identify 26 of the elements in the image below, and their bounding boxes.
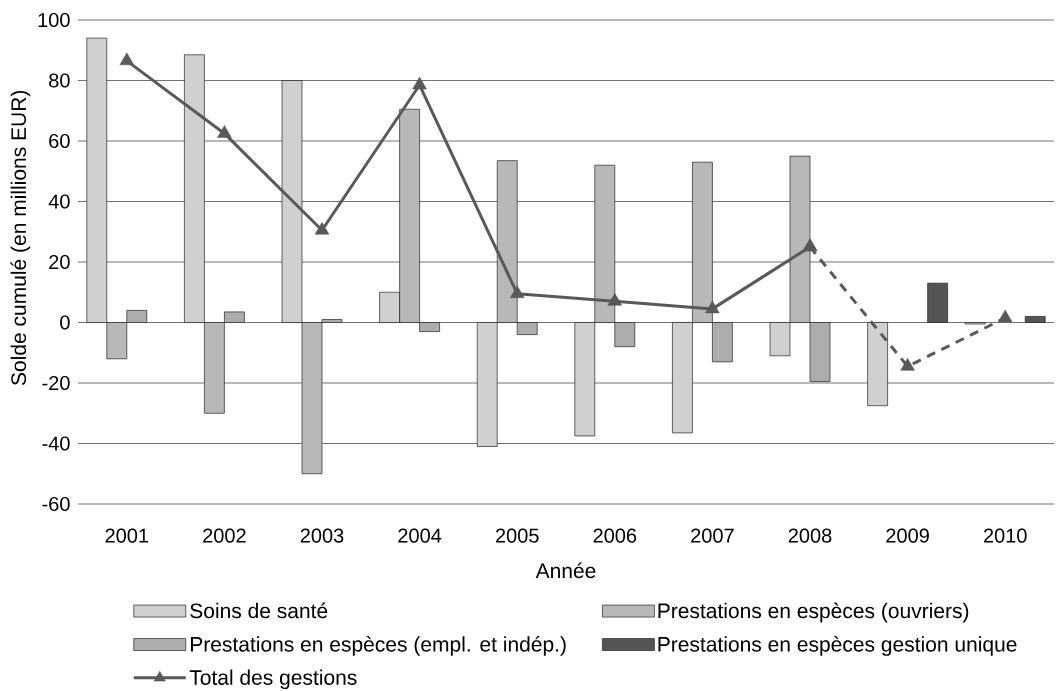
y-tick-label: 60 [49, 133, 70, 149]
legend-label: Prestations en espèces (empl. et indép.) [190, 636, 566, 656]
x-tick-label: 2006 [593, 528, 637, 543]
y-tick-label: -60 [42, 496, 70, 512]
y-tick-label: 40 [48, 194, 70, 209]
x-tick-label: 2003 [300, 528, 344, 543]
y-tick-label: -20 [42, 375, 70, 391]
x-tick-label: 2001 [105, 528, 149, 543]
y-tick-label: 0 [60, 315, 70, 330]
x-tick-label: 2002 [203, 528, 246, 543]
y-tick-label: 100 [38, 12, 70, 28]
x-tick-label: 2004 [398, 528, 442, 543]
x-tick-label: 2007 [691, 528, 734, 543]
y-axis-title: Solde cumulé (en millions EUR) [10, 90, 31, 386]
y-tick-label: -40 [42, 436, 70, 451]
x-tick-label: 2005 [495, 528, 539, 543]
x-tick-label: 2010 [983, 528, 1027, 543]
y-tick-label: 80 [49, 73, 70, 88]
x-tick-label: 2008 [788, 528, 832, 543]
x-axis-title: Année [535, 562, 596, 579]
legend-label: Soins de santé [190, 602, 328, 619]
y-tick-label: 20 [49, 254, 70, 270]
x-tick-label: 2009 [886, 528, 929, 543]
legend-label: Prestations en espèces gestion unique [658, 636, 1017, 656]
legend-label: Prestations en espèces (ouvriers) [658, 602, 969, 623]
legend-label: Total des gestions [189, 669, 357, 690]
